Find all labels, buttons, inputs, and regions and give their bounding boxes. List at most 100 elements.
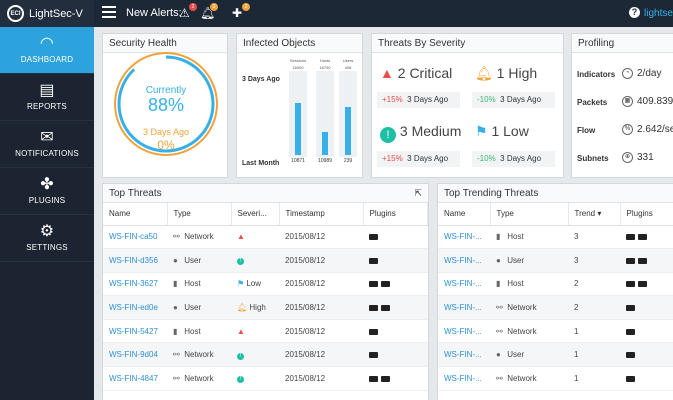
plugin-icon[interactable] [369, 234, 378, 241]
user-icon: ● [173, 255, 178, 265]
severity-low-change: -10% 3 Days Ago [472, 151, 555, 167]
menu-toggle-icon[interactable] [102, 6, 116, 18]
plugin-icon[interactable] [369, 257, 378, 264]
plugin-icon[interactable] [381, 281, 390, 288]
user-name[interactable]: lightsec [644, 8, 673, 19]
column-header[interactable]: Type [167, 203, 232, 226]
table-row[interactable]: WS-FIN-4847 ⚯ Network! 2015/08/12 [103, 366, 428, 391]
plugin-icon[interactable] [626, 375, 635, 382]
trend-value: 1 [574, 350, 579, 360]
packets-icon: ▦ [622, 96, 633, 107]
table-row[interactable]: WS-FIN-... ⚯ Network 1 [438, 366, 673, 391]
plugin-icon[interactable] [626, 352, 635, 359]
top-threats-panel: Top Threats ⇱ Name Type Severi... Timestamp P… [102, 183, 429, 400]
subnets-icon: ⊕ [622, 152, 633, 163]
plugin-icon[interactable] [369, 375, 378, 382]
threat-name-link[interactable]: WS-FIN-4847 [109, 373, 158, 383]
threat-name-link[interactable]: WS-FIN-ca50 [109, 232, 158, 242]
plugin-icon[interactable] [369, 304, 378, 311]
profiling-value: % 2.642/se [622, 124, 673, 135]
threat-name-link[interactable]: WS-FIN-9d04 [109, 350, 158, 360]
infected-column-bar[interactable] [339, 71, 357, 157]
table-row[interactable]: WS-FIN-... ⚯ Network 1 [438, 319, 673, 344]
expand-icon[interactable]: ⇱ [414, 188, 422, 198]
table-row[interactable]: WS-FIN-d356 ● User! 2015/08/12 [103, 248, 428, 273]
timestamp: 2015/08/12 [285, 326, 326, 336]
timestamp: 2015/08/12 [285, 303, 326, 313]
flag-icon: ⚑ [475, 123, 488, 139]
table-row[interactable]: WS-FIN-ed0e ● User 🔔︎ High 2015/08/12 [103, 295, 428, 320]
current-label: Currently [145, 85, 187, 96]
column-header[interactable]: Plugins [363, 203, 428, 226]
plugin-icon[interactable] [626, 234, 635, 241]
logo[interactable]: ECI LightSec-V [0, 0, 94, 27]
table-row[interactable]: WS-FIN-ca50 ⚯ Network ▲ 2015/08/12 [103, 225, 428, 250]
threat-name-link[interactable]: WS-FIN-5427 [109, 326, 158, 336]
plugin-icon[interactable] [638, 234, 647, 241]
threat-name-link[interactable]: WS-FIN-... [444, 326, 482, 336]
table-row[interactable]: WS-FIN-9d04 ⚯ Network! 2015/08/12 [103, 342, 428, 368]
puzzle-icon: ✤ [40, 176, 54, 193]
table-row[interactable]: WS-FIN-... ● User 3 [438, 248, 673, 273]
threat-name-link[interactable]: WS-FIN-... [444, 279, 482, 289]
column-header[interactable]: Plugins [620, 203, 673, 226]
network-icon: ⚯ [173, 350, 180, 360]
warning-alert-icon[interactable]: ⚠ 2 [179, 3, 197, 20]
plugin-alert-icon[interactable]: ✚ 2 [232, 3, 250, 20]
table-row[interactable]: WS-FIN-... ▮ Host 2 [438, 272, 673, 297]
threat-type: Host [184, 279, 201, 289]
threat-name-link[interactable]: WS-FIN-... [444, 373, 482, 383]
ago-label: 3 Days Ago [142, 127, 190, 137]
bell-alert-icon[interactable]: 🔔︎ 3 [200, 3, 218, 20]
table-row[interactable]: WS-FIN-... ● User 1 [438, 342, 673, 368]
column-header[interactable]: Name [438, 203, 491, 226]
threat-name-link[interactable]: WS-FIN-3627 [109, 279, 158, 289]
critical-icon: ▲ [237, 326, 245, 336]
threat-name-link[interactable]: WS-FIN-d356 [109, 255, 158, 265]
threat-name-link[interactable]: WS-FIN-... [444, 232, 482, 242]
profiling-panel: Profiling Indicators ◔ 2/day Packets ▦ 409… [571, 33, 673, 178]
plugin-icon[interactable] [626, 328, 635, 335]
threat-name-link[interactable]: WS-FIN-... [444, 303, 482, 313]
column-header[interactable]: Timestamp [279, 203, 364, 226]
plugin-icon[interactable] [626, 304, 635, 311]
threat-name-link[interactable]: WS-FIN-... [444, 255, 482, 265]
alert-badge: 3 [210, 3, 218, 11]
infected-column-bar[interactable] [316, 71, 334, 157]
table-row[interactable]: WS-FIN-5427 ▮ Host ▲ 2015/08/12 [103, 319, 428, 344]
bell-icon: 🔔︎ [475, 65, 493, 81]
trend-value: 3 [574, 232, 579, 242]
sidebar-item-settings[interactable]: ⚙ SETTINGS [0, 215, 94, 262]
plugin-icon[interactable] [369, 352, 378, 359]
threat-name-link[interactable]: WS-FIN-... [444, 350, 482, 360]
plugin-icon[interactable] [381, 304, 390, 311]
infected-column-bar[interactable] [289, 71, 307, 157]
sidebar: ◠ DASHBOARD ▤ REPORTS ✉ NOTIFICATIONS ✤ PLUG… [0, 27, 94, 400]
severity-low[interactable]: ⚑ 1 Low [475, 123, 529, 139]
sidebar-item-plugins[interactable]: ✤ PLUGINS [0, 168, 94, 215]
plugin-icon[interactable] [638, 281, 647, 288]
sort-desc-icon[interactable]: ▾ [595, 209, 602, 219]
column-header[interactable]: Name [103, 203, 168, 226]
threat-name-link[interactable]: WS-FIN-ed0e [109, 303, 158, 313]
plugin-icon[interactable] [381, 375, 390, 382]
plugin-icon[interactable] [626, 257, 635, 264]
sidebar-item-label: PLUGINS [28, 196, 66, 205]
severity-medium[interactable]: ! 3 Medium [380, 123, 461, 143]
severity-high[interactable]: 🔔︎ 1 High [475, 65, 538, 81]
help-icon[interactable]: ? [629, 7, 640, 18]
table-row[interactable]: WS-FIN-... ⚯ Network 2 [438, 295, 673, 320]
column-header[interactable]: Type [490, 203, 569, 226]
table-row[interactable]: WS-FIN-... ▮ Host 3 [438, 225, 673, 250]
column-header[interactable]: Severi... [231, 203, 280, 226]
sidebar-item-dashboard[interactable]: ◠ DASHBOARD [0, 27, 94, 74]
severity-critical[interactable]: ▲ 2 Critical [380, 65, 453, 81]
sidebar-item-notifications[interactable]: ✉ NOTIFICATIONS [0, 121, 94, 168]
sidebar-item-reports[interactable]: ▤ REPORTS [0, 74, 94, 121]
plugin-icon[interactable] [369, 281, 378, 288]
column-header[interactable]: Trend ▾ [568, 203, 621, 226]
plugin-icon[interactable] [369, 328, 378, 335]
plugin-icon[interactable] [638, 257, 647, 264]
table-row[interactable]: WS-FIN-3627 ▮ Host ⚑ Low 2015/08/12 [103, 272, 428, 297]
plugin-icon[interactable] [626, 281, 635, 288]
